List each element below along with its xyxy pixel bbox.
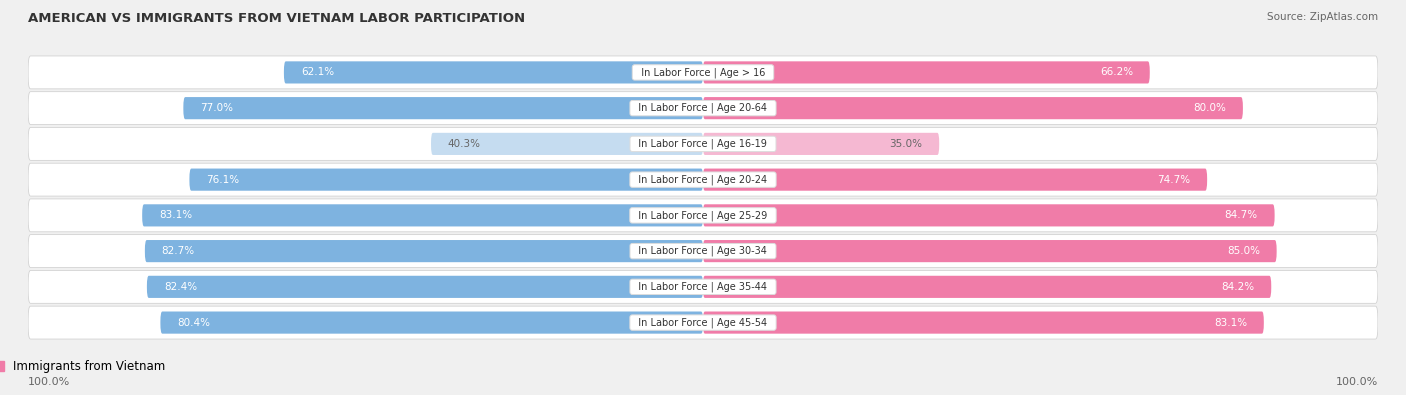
Text: 77.0%: 77.0% xyxy=(200,103,233,113)
Text: 66.2%: 66.2% xyxy=(1099,68,1133,77)
Text: 84.7%: 84.7% xyxy=(1225,211,1258,220)
Text: 62.1%: 62.1% xyxy=(301,68,333,77)
Text: In Labor Force | Age 20-64: In Labor Force | Age 20-64 xyxy=(633,103,773,113)
FancyBboxPatch shape xyxy=(146,276,703,298)
FancyBboxPatch shape xyxy=(160,312,703,334)
Text: In Labor Force | Age 30-34: In Labor Force | Age 30-34 xyxy=(633,246,773,256)
Text: AMERICAN VS IMMIGRANTS FROM VIETNAM LABOR PARTICIPATION: AMERICAN VS IMMIGRANTS FROM VIETNAM LABO… xyxy=(28,12,526,25)
FancyBboxPatch shape xyxy=(703,240,1277,262)
FancyBboxPatch shape xyxy=(145,240,703,262)
FancyBboxPatch shape xyxy=(703,204,1275,226)
FancyBboxPatch shape xyxy=(28,271,1378,303)
FancyBboxPatch shape xyxy=(28,235,1378,267)
Text: 40.3%: 40.3% xyxy=(449,139,481,149)
FancyBboxPatch shape xyxy=(142,204,703,226)
Text: 82.4%: 82.4% xyxy=(163,282,197,292)
FancyBboxPatch shape xyxy=(183,97,703,119)
FancyBboxPatch shape xyxy=(190,169,703,191)
FancyBboxPatch shape xyxy=(284,61,703,83)
Text: In Labor Force | Age 35-44: In Labor Force | Age 35-44 xyxy=(633,282,773,292)
FancyBboxPatch shape xyxy=(703,312,1264,334)
Text: 83.1%: 83.1% xyxy=(159,211,193,220)
FancyBboxPatch shape xyxy=(703,97,1243,119)
FancyBboxPatch shape xyxy=(28,92,1378,124)
Text: In Labor Force | Age 20-24: In Labor Force | Age 20-24 xyxy=(633,174,773,185)
Text: 100.0%: 100.0% xyxy=(28,377,70,387)
Text: In Labor Force | Age 16-19: In Labor Force | Age 16-19 xyxy=(633,139,773,149)
Text: 80.0%: 80.0% xyxy=(1194,103,1226,113)
FancyBboxPatch shape xyxy=(28,56,1378,89)
FancyBboxPatch shape xyxy=(432,133,703,155)
Text: 84.2%: 84.2% xyxy=(1222,282,1254,292)
Text: 35.0%: 35.0% xyxy=(890,139,922,149)
Text: Source: ZipAtlas.com: Source: ZipAtlas.com xyxy=(1267,12,1378,22)
FancyBboxPatch shape xyxy=(703,169,1208,191)
FancyBboxPatch shape xyxy=(703,133,939,155)
Text: 82.7%: 82.7% xyxy=(162,246,195,256)
Text: 85.0%: 85.0% xyxy=(1227,246,1260,256)
Text: In Labor Force | Age 45-54: In Labor Force | Age 45-54 xyxy=(633,317,773,328)
Text: 80.4%: 80.4% xyxy=(177,318,211,327)
FancyBboxPatch shape xyxy=(703,61,1150,83)
Text: In Labor Force | Age > 16: In Labor Force | Age > 16 xyxy=(634,67,772,78)
FancyBboxPatch shape xyxy=(28,199,1378,232)
FancyBboxPatch shape xyxy=(28,163,1378,196)
Text: 76.1%: 76.1% xyxy=(207,175,239,184)
FancyBboxPatch shape xyxy=(703,276,1271,298)
Legend: American, Immigrants from Vietnam: American, Immigrants from Vietnam xyxy=(0,355,170,378)
Text: 100.0%: 100.0% xyxy=(1336,377,1378,387)
Text: In Labor Force | Age 25-29: In Labor Force | Age 25-29 xyxy=(633,210,773,221)
FancyBboxPatch shape xyxy=(28,128,1378,160)
Text: 83.1%: 83.1% xyxy=(1213,318,1247,327)
FancyBboxPatch shape xyxy=(28,306,1378,339)
Text: 74.7%: 74.7% xyxy=(1157,175,1191,184)
